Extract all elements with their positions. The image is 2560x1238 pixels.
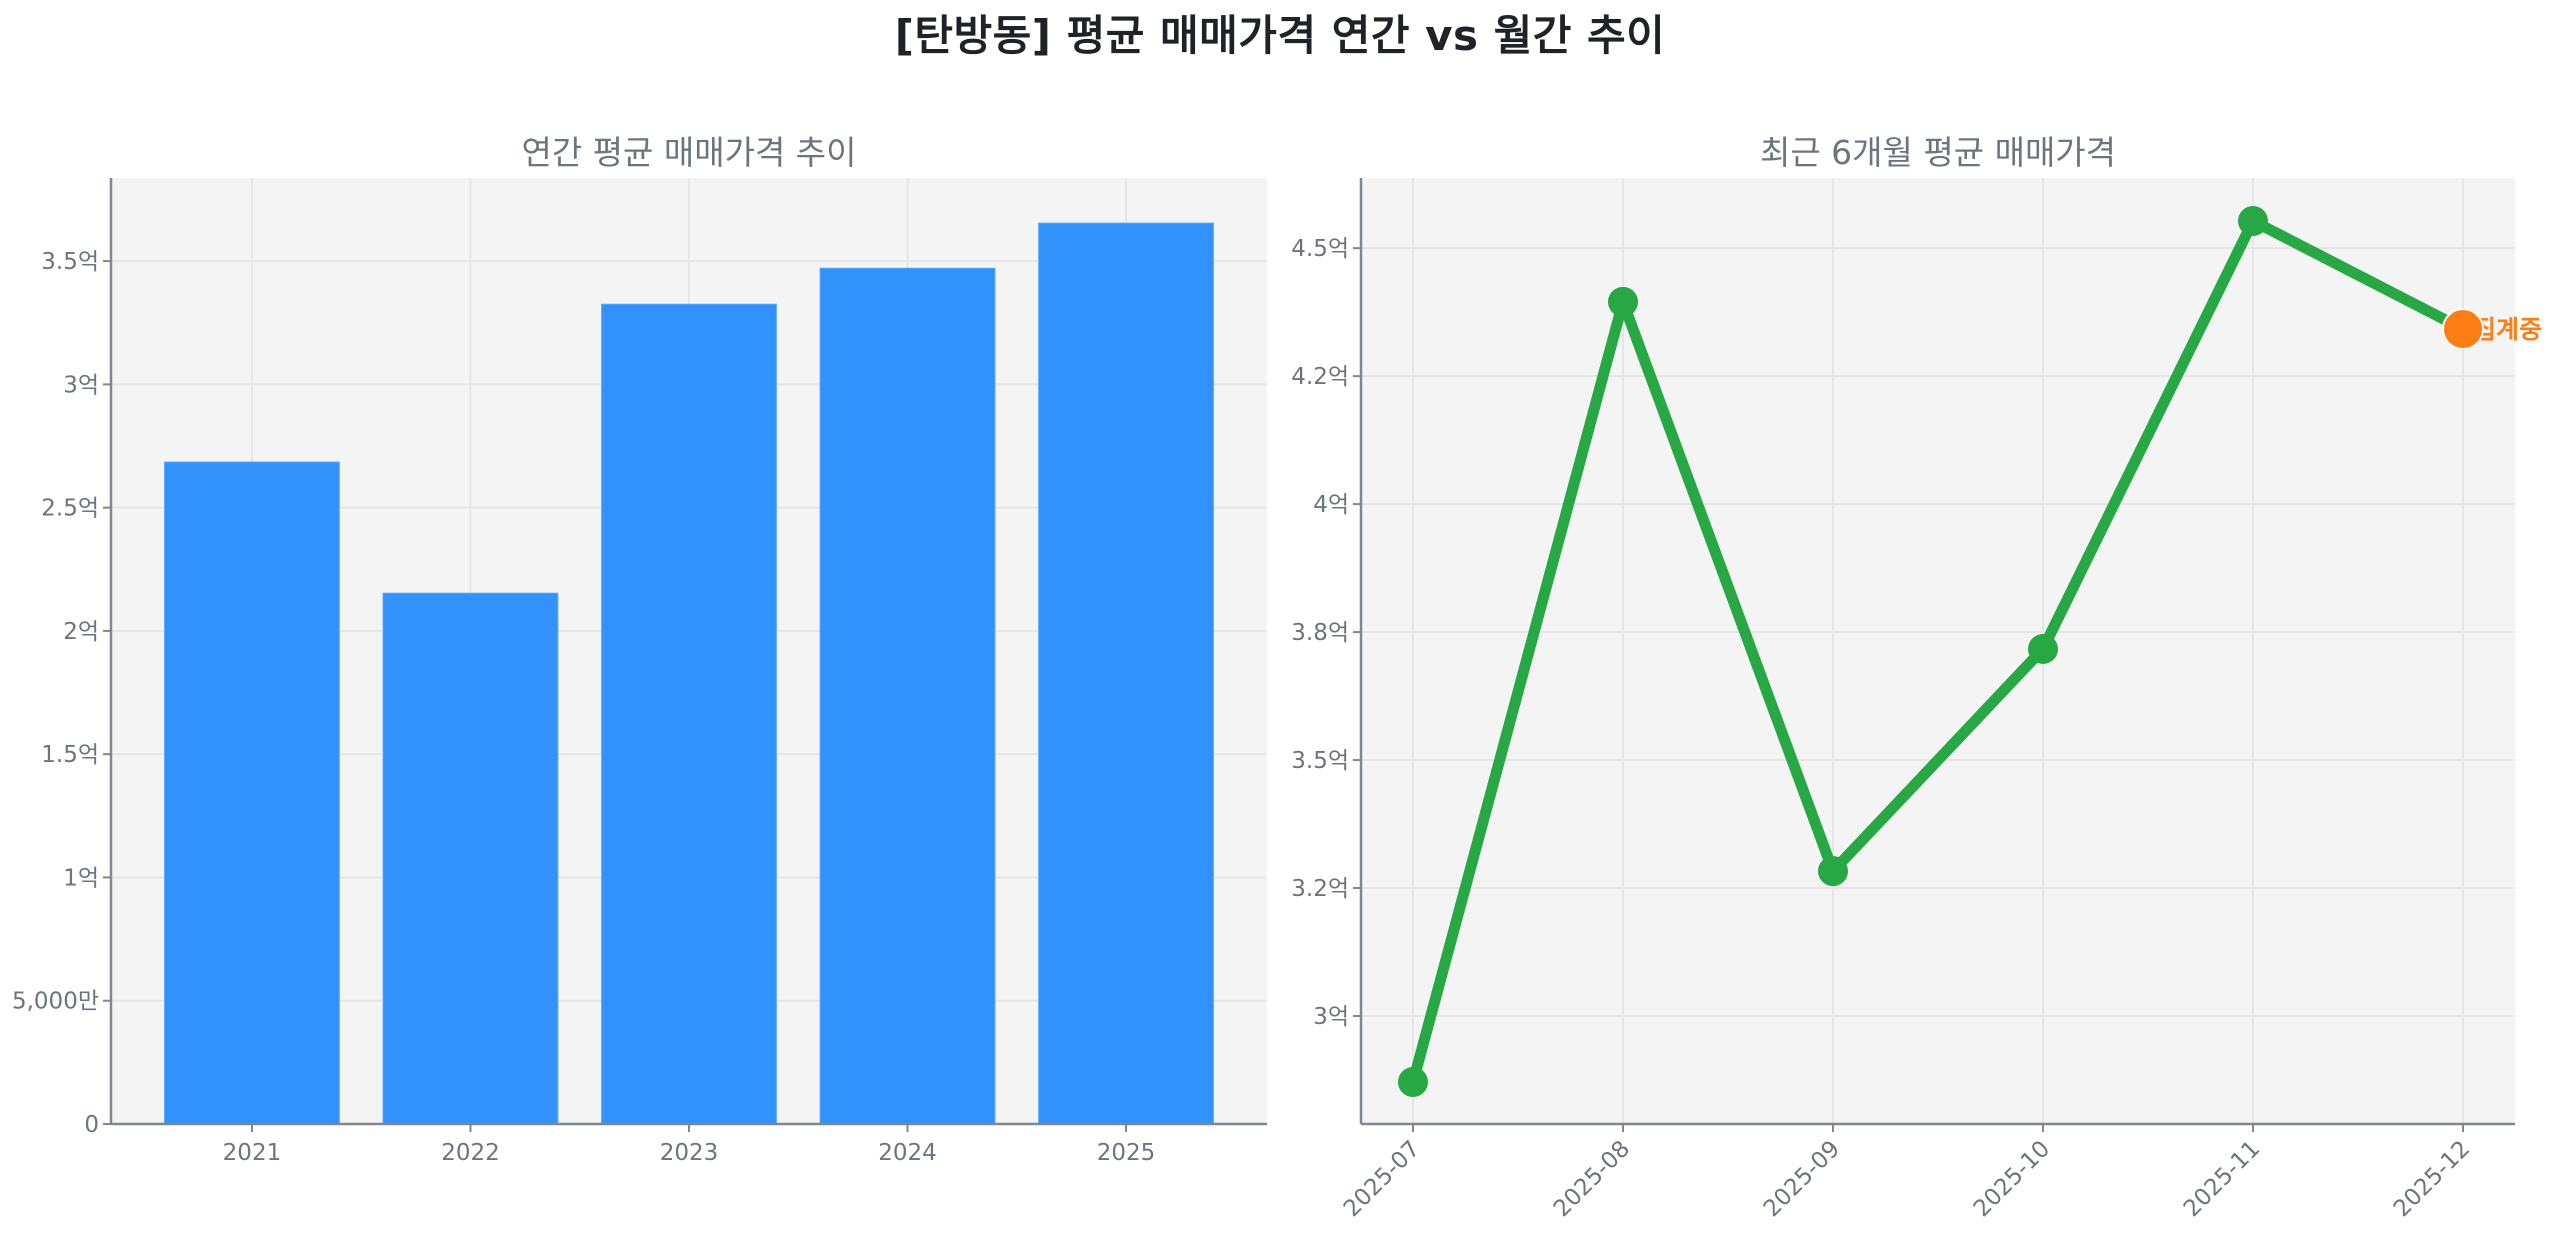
x-tick-label: 2025 xyxy=(1097,1140,1156,1166)
x-tick-label: 2022 xyxy=(441,1140,500,1166)
y-tick-label: 0 xyxy=(84,1112,99,1138)
data-point-2025-07 xyxy=(1398,1067,1428,1098)
bar-2024 xyxy=(819,267,996,1125)
y-tick-label: 3.5억 xyxy=(41,249,99,275)
y-tick-label: 3억 xyxy=(63,372,99,398)
in-progress-annotation: 집계중 xyxy=(2473,315,2542,344)
y-tick-label: 2.5억 xyxy=(41,496,99,522)
plot-area xyxy=(1361,178,2515,1124)
x-tick-label: 2025-10 xyxy=(1969,1136,2055,1222)
subplot-title: 최근 6개월 평균 매매가격 xyxy=(1760,133,2116,172)
y-tick-label: 4억 xyxy=(1313,492,1349,518)
current-month-marker xyxy=(2442,308,2484,351)
price-line xyxy=(1407,215,2466,1084)
y-tick-label: 1억 xyxy=(63,865,99,891)
y-tick-label: 4.2억 xyxy=(1291,364,1349,390)
x-tick-label: 2025-07 xyxy=(1339,1136,1425,1222)
y-tick-label: 2억 xyxy=(63,619,99,645)
x-tick-label: 2021 xyxy=(223,1140,282,1166)
bar-2022 xyxy=(382,592,559,1125)
y-tick-label: 1.5억 xyxy=(41,742,99,768)
data-point-2025-11 xyxy=(2238,206,2268,236)
x-tick-label: 2025-08 xyxy=(1549,1136,1635,1222)
data-point-2025-10 xyxy=(2028,633,2058,664)
figure-title: [탄방동] 평균 매매가격 연간 vs 월간 추이 xyxy=(894,11,1666,60)
data-point-2025-08 xyxy=(1608,286,1638,317)
bar-2025 xyxy=(1038,222,1214,1125)
y-tick-label: 4.5억 xyxy=(1291,236,1349,262)
subplot-title: 연간 평균 매매가격 추이 xyxy=(521,133,856,172)
y-tick-label: 3.2억 xyxy=(1291,876,1349,902)
x-tick-label: 2025-12 xyxy=(2389,1136,2475,1222)
y-tick-label: 3.5억 xyxy=(1291,748,1349,774)
x-tick-label: 2025-09 xyxy=(1759,1136,1845,1222)
y-tick-label: 5,000만 xyxy=(12,989,99,1015)
bar-2021 xyxy=(164,461,340,1125)
annual-bar-chart: 연간 평균 매매가격 추이 0 5,000만 1억 1.5억 2억 2.5억 3억 3.5억 20… xyxy=(12,133,1267,1166)
y-tick-label: 3.8억 xyxy=(1291,620,1349,646)
x-tick-label: 2024 xyxy=(878,1140,937,1166)
bar-2023 xyxy=(601,303,777,1125)
data-point-2025-09 xyxy=(1818,856,1848,887)
x-tick-label: 2025-11 xyxy=(2179,1136,2265,1222)
monthly-line-chart: 최근 6개월 평균 매매가격 3억 3.2억 3.5억 3.8억 4억 4.2억 4.5억집계… xyxy=(1291,133,2542,1222)
x-tick-label: 2023 xyxy=(660,1140,719,1166)
y-tick-label: 3억 xyxy=(1313,1004,1349,1030)
